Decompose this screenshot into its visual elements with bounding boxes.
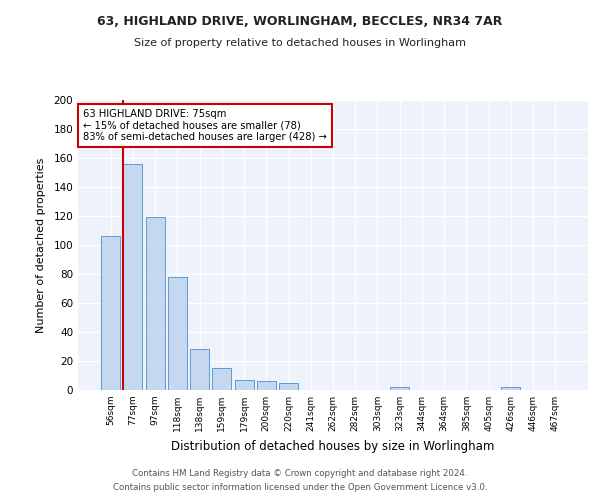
Text: 63, HIGHLAND DRIVE, WORLINGHAM, BECCLES, NR34 7AR: 63, HIGHLAND DRIVE, WORLINGHAM, BECCLES,…	[97, 15, 503, 28]
Bar	[257, 382, 276, 390]
Text: Size of property relative to detached houses in Worlingham: Size of property relative to detached ho…	[134, 38, 466, 48]
Bar	[502, 387, 520, 390]
Bar	[212, 368, 231, 390]
Text: Contains HM Land Registry data © Crown copyright and database right 2024.: Contains HM Land Registry data © Crown c…	[132, 468, 468, 477]
Text: 63 HIGHLAND DRIVE: 75sqm
← 15% of detached houses are smaller (78)
83% of semi-d: 63 HIGHLAND DRIVE: 75sqm ← 15% of detach…	[83, 108, 327, 142]
Bar	[101, 236, 120, 390]
Bar	[390, 387, 409, 390]
Bar	[146, 218, 164, 390]
Bar	[279, 383, 298, 390]
Bar	[235, 380, 254, 390]
Text: Contains public sector information licensed under the Open Government Licence v3: Contains public sector information licen…	[113, 484, 487, 492]
Bar	[168, 277, 187, 390]
Bar	[190, 350, 209, 390]
X-axis label: Distribution of detached houses by size in Worlingham: Distribution of detached houses by size …	[172, 440, 494, 452]
Y-axis label: Number of detached properties: Number of detached properties	[37, 158, 46, 332]
Bar	[124, 164, 142, 390]
